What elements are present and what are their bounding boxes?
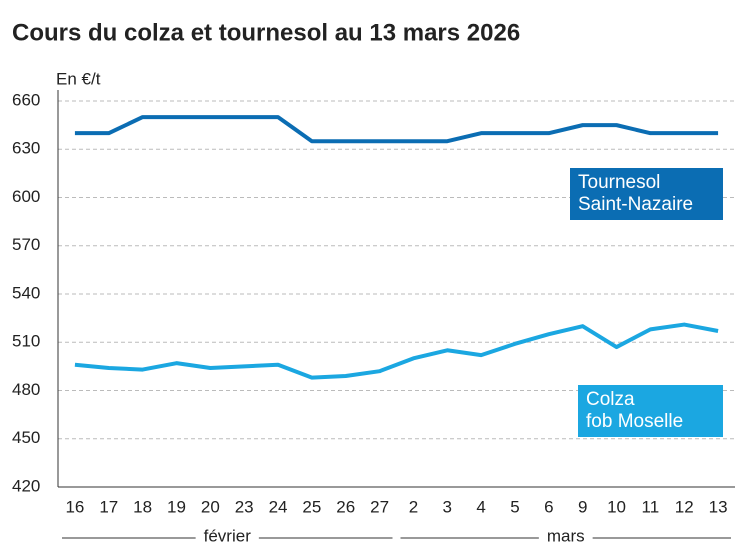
x-tick-label: 12: [675, 497, 694, 516]
x-tick-label: 27: [370, 497, 389, 516]
legend-label: Tournesol Saint-Nazaire: [570, 168, 723, 220]
x-tick-label: 3: [443, 497, 452, 516]
x-tick-label: 10: [607, 497, 626, 516]
x-group-label: mars: [547, 526, 585, 545]
y-tick-label: 630: [12, 139, 40, 158]
y-tick-label: 480: [12, 380, 40, 399]
x-tick-label: 26: [336, 497, 355, 516]
series-line: [74, 322, 719, 380]
series-line: [74, 115, 719, 144]
x-group-label: février: [204, 526, 252, 545]
x-tick-label: 11: [642, 497, 660, 516]
x-tick-label: 19: [167, 497, 186, 516]
y-tick-label: 600: [12, 187, 40, 206]
legend-label: Colza fob Moselle: [578, 385, 723, 437]
x-tick-label: 6: [544, 497, 553, 516]
y-tick-label: 450: [12, 428, 40, 447]
x-tick-label: 16: [65, 497, 84, 516]
x-tick-label: 4: [476, 497, 485, 516]
y-tick-label: 660: [12, 90, 40, 109]
x-tick-label: 9: [578, 497, 587, 516]
x-tick-label: 2: [409, 497, 418, 516]
y-axis-label: En €/t: [56, 69, 101, 88]
y-tick-label: 420: [12, 476, 40, 495]
x-tick-label: 5: [510, 497, 519, 516]
x-tick-label: 25: [302, 497, 321, 516]
x-tick-label: 24: [269, 497, 288, 516]
x-tick-label: 13: [709, 497, 728, 516]
x-tick-label: 23: [235, 497, 254, 516]
x-tick-label: 20: [201, 497, 220, 516]
chart-title: Cours du colza et tournesol au 13 mars 2…: [12, 19, 520, 46]
y-tick-label: 510: [12, 332, 40, 351]
x-tick-label: 18: [133, 497, 152, 516]
y-tick-label: 570: [12, 235, 40, 254]
x-tick-label: 17: [99, 497, 118, 516]
y-tick-label: 540: [12, 283, 40, 302]
